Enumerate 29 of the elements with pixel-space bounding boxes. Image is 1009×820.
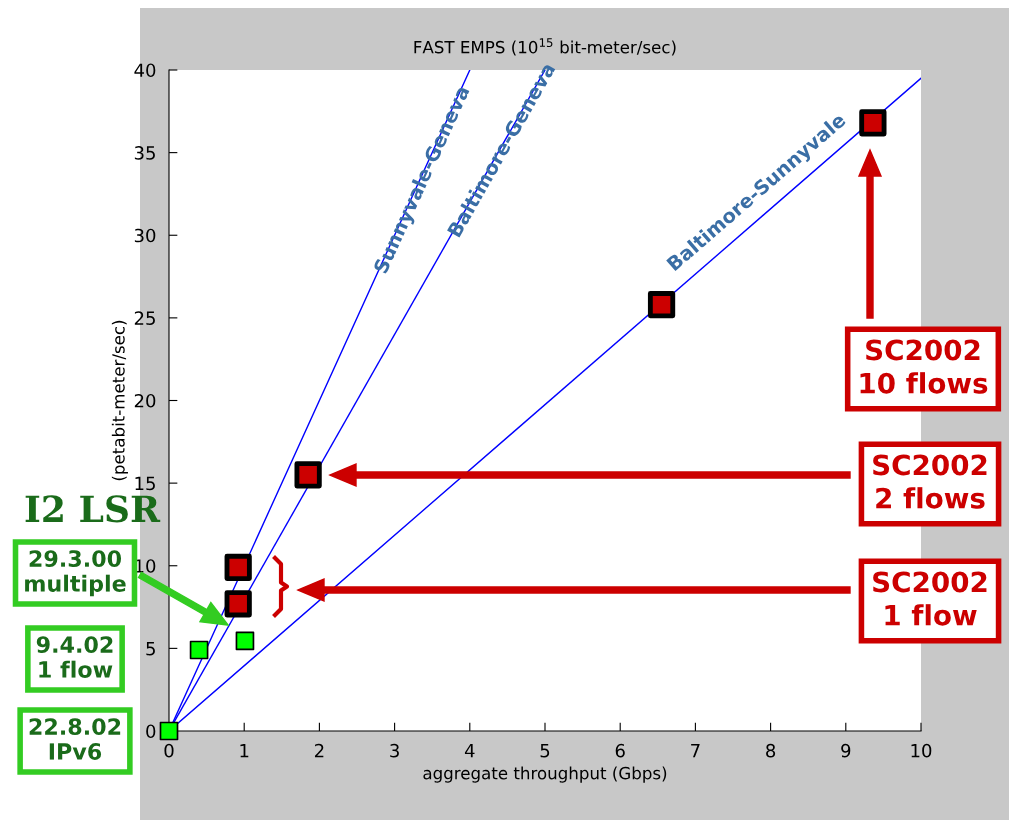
x-tick-label: 3 xyxy=(390,743,399,758)
annotation: SC2002 2 flows xyxy=(873,454,987,509)
x-tick-label: 9 xyxy=(841,743,851,758)
text: I2 LSR xyxy=(25,495,161,523)
y-tick-label: 0 xyxy=(146,724,156,739)
text: 29.3.00 multiple xyxy=(25,550,126,597)
x-tick-label: 10 xyxy=(911,743,932,758)
x-tick-label: 1 xyxy=(240,744,249,758)
annotation: SC2002 1 flow xyxy=(873,571,987,626)
y-tick-label: 5 xyxy=(146,642,155,656)
text: 9.4.02 1 flow xyxy=(36,636,113,678)
y-tick-label: 40 xyxy=(134,63,156,78)
y-tick-label: 25 xyxy=(134,311,155,325)
x-tick-label: 6 xyxy=(615,743,625,758)
x-axis-title: aggregate throughput (Gbps) xyxy=(423,766,667,783)
y-tick-label: 30 xyxy=(134,228,156,243)
text: 22.8.02 IPv6 xyxy=(29,718,121,760)
x-tick-label: 8 xyxy=(766,743,776,758)
x-tick-label: 0 xyxy=(164,743,174,758)
y-tick-label: 15 xyxy=(135,476,155,491)
y-tick-label: 20 xyxy=(134,393,156,408)
annotation: SC2002 10 flows xyxy=(860,339,988,394)
y-axis-title: (petabit-meter/sec) xyxy=(111,320,128,481)
x-tick-label: 7 xyxy=(691,744,700,758)
y-tick-label: 35 xyxy=(134,146,155,160)
x-tick-label: 5 xyxy=(540,744,550,758)
x-tick-label: 4 xyxy=(464,744,475,758)
x-tick-label: 2 xyxy=(314,743,324,758)
chart-title: FAST EMPS (10$^{15}$ bit-meter/sec) xyxy=(414,38,676,56)
